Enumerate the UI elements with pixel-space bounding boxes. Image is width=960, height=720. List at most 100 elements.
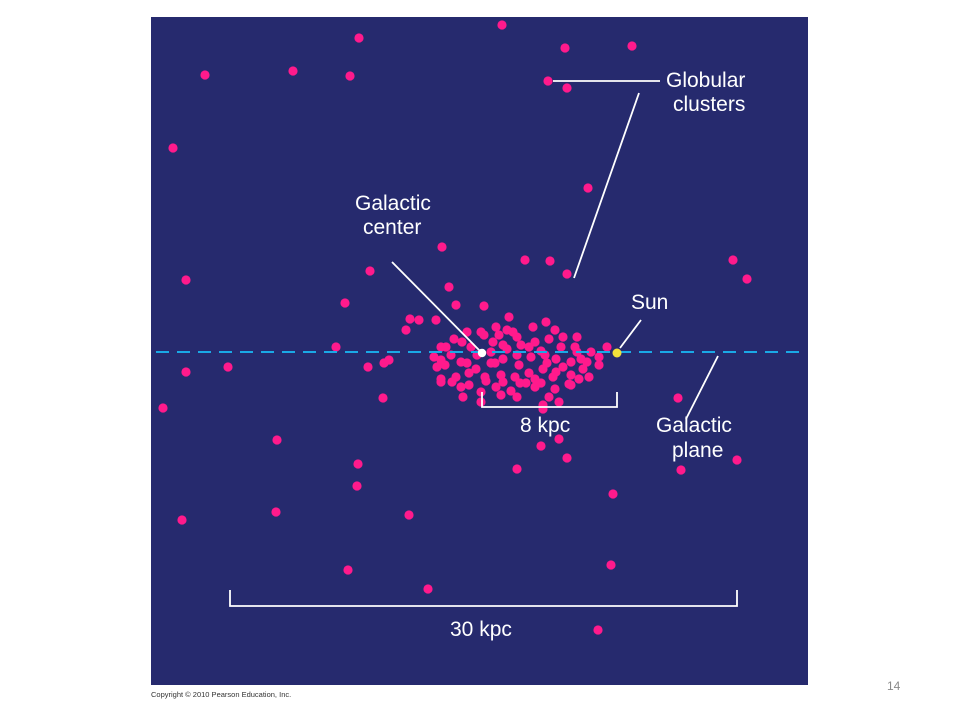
globular-cluster-dot xyxy=(401,325,411,335)
globular-cluster-dot xyxy=(512,464,522,474)
globular-cluster-dot xyxy=(572,332,582,342)
globular-cluster-dot xyxy=(352,481,362,491)
globular-cluster-dot xyxy=(530,374,540,384)
globular-cluster-dot xyxy=(516,340,526,350)
globular-cluster-dot xyxy=(554,397,564,407)
globular-cluster-dot xyxy=(562,269,572,279)
globular-cluster-dot xyxy=(496,370,506,380)
scale-label-30kpc: 30 kpc xyxy=(450,618,512,641)
globular-cluster-dot xyxy=(447,377,457,387)
globular-cluster-dot xyxy=(365,266,375,276)
copyright-notice: Copyright © 2010 Pearson Education, Inc. xyxy=(151,690,292,699)
globular-cluster-dot xyxy=(431,315,441,325)
globular-cluster-dot xyxy=(479,330,489,340)
galactic-center-label-line1: Galactic xyxy=(355,192,431,215)
globular-label-line2: clusters xyxy=(673,93,745,116)
galactic-plane-label-line1: Galactic xyxy=(656,414,732,437)
globular-cluster-dot xyxy=(506,386,516,396)
globular-cluster-dot xyxy=(158,403,168,413)
globular-cluster-dot xyxy=(520,255,530,265)
globular-cluster-dot xyxy=(490,358,500,368)
globular-cluster-dot xyxy=(462,358,472,368)
globular-cluster-dot xyxy=(353,459,363,469)
globular-cluster-dot xyxy=(429,352,439,362)
globular-cluster-dot xyxy=(481,376,491,386)
globular-cluster-dot xyxy=(550,325,560,335)
globular-cluster-dot xyxy=(728,255,738,265)
globular-cluster-dot xyxy=(378,393,388,403)
globular-cluster-dot xyxy=(515,378,525,388)
globular-leader-bottom xyxy=(573,92,640,279)
globular-cluster-dot xyxy=(578,364,588,374)
globular-cluster-dot xyxy=(488,337,498,347)
globular-cluster-dot xyxy=(457,337,467,347)
globular-cluster-dot xyxy=(583,183,593,193)
globular-cluster-dot xyxy=(582,357,592,367)
globular-cluster-dot xyxy=(479,301,489,311)
globular-cluster-dot xyxy=(606,560,616,570)
globular-cluster-dot xyxy=(272,435,282,445)
globular-cluster-dot xyxy=(551,354,561,364)
globular-cluster-dot xyxy=(594,352,604,362)
globular-cluster-dot xyxy=(512,392,522,402)
globular-clusters xyxy=(158,20,752,635)
globular-cluster-dot xyxy=(491,322,501,332)
globular-cluster-dot xyxy=(223,362,233,372)
galaxy-diagram-panel: Globular clusters Galactic center Sun 8 … xyxy=(151,17,808,685)
globular-cluster-dot xyxy=(437,242,447,252)
globular-cluster-dot xyxy=(541,317,551,327)
globular-cluster-dot xyxy=(168,143,178,153)
globular-cluster-dot xyxy=(550,384,560,394)
globular-cluster-dot xyxy=(514,360,524,370)
globular-cluster-dot xyxy=(545,256,555,266)
globular-cluster-dot xyxy=(530,382,540,392)
globular-cluster-dot xyxy=(354,33,364,43)
sun-leader xyxy=(619,319,642,349)
globular-cluster-dot xyxy=(451,300,461,310)
globular-cluster-dot xyxy=(486,347,496,357)
globular-cluster-dot xyxy=(538,404,548,414)
scale-bracket-30kpc xyxy=(229,590,738,607)
globular-cluster-dot xyxy=(436,342,446,352)
globular-cluster-dot xyxy=(449,334,459,344)
globular-cluster-dot xyxy=(343,565,353,575)
globular-cluster-dot xyxy=(562,83,572,93)
galaxy-diagram: Globular clusters Galactic center Sun 8 … xyxy=(156,20,806,641)
globular-cluster-dot xyxy=(536,441,546,451)
globular-cluster-dot xyxy=(558,332,568,342)
globular-cluster-dot xyxy=(458,392,468,402)
galactic-center-label-line2: center xyxy=(363,216,421,239)
globular-cluster-dot xyxy=(498,354,508,364)
globular-cluster-dot xyxy=(288,66,298,76)
globular-cluster-dot xyxy=(594,360,604,370)
globular-cluster-dot xyxy=(466,342,476,352)
globular-cluster-dot xyxy=(562,453,572,463)
globular-cluster-dot xyxy=(584,372,594,382)
globular-cluster-dot xyxy=(498,377,508,387)
sun-label: Sun xyxy=(631,291,668,314)
globular-cluster-dot xyxy=(491,382,501,392)
globular-cluster-dot xyxy=(554,434,564,444)
globular-cluster-dot xyxy=(494,330,504,340)
globular-cluster-dot xyxy=(742,274,752,284)
globular-cluster-dot xyxy=(732,455,742,465)
globular-cluster-dot xyxy=(586,347,596,357)
globular-cluster-dot xyxy=(444,282,454,292)
globular-cluster-dot xyxy=(331,342,341,352)
globular-cluster-dot xyxy=(504,312,514,322)
globular-cluster-dot xyxy=(456,382,466,392)
globular-cluster-dot xyxy=(566,370,576,380)
globular-cluster-dot xyxy=(340,298,350,308)
globular-cluster-dot xyxy=(608,489,618,499)
globular-cluster-dot xyxy=(574,374,584,384)
globular-cluster-dot xyxy=(498,340,508,350)
scale-label-8kpc: 8 kpc xyxy=(520,414,570,437)
globular-cluster-dot xyxy=(508,327,518,337)
globular-cluster-dot xyxy=(673,393,683,403)
sun-marker xyxy=(612,348,622,358)
globular-cluster-dot xyxy=(558,362,568,372)
globular-cluster-dot xyxy=(177,515,187,525)
galactic-center-leader xyxy=(391,261,483,354)
globular-cluster-dot xyxy=(404,510,414,520)
globular-cluster-dot xyxy=(524,368,534,378)
